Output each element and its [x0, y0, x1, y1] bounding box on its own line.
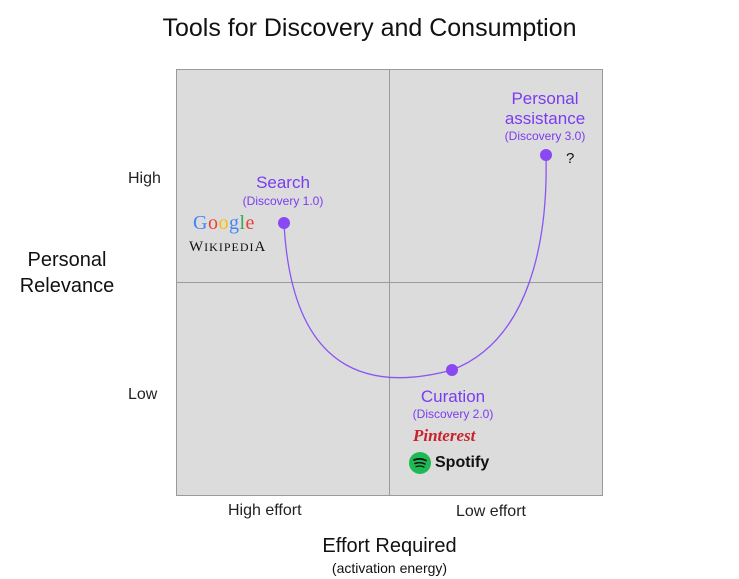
- search-sublabel: (Discovery 1.0): [242, 194, 324, 208]
- search-label: Search: [256, 173, 310, 192]
- point-personal-assistance: [540, 149, 552, 161]
- x-axis-sublabel: (activation energy): [331, 560, 448, 576]
- google-logo: Google: [193, 212, 255, 234]
- horizontal-divider: [176, 282, 603, 283]
- personal-assistance-line1: Personal: [511, 89, 579, 108]
- question-mark: ?: [566, 150, 575, 167]
- x-tick-low-effort: Low effort: [456, 503, 526, 520]
- curation-sublabel: (Discovery 2.0): [412, 407, 494, 421]
- x-tick-high-effort: High effort: [228, 502, 302, 519]
- personal-assistance-line2: assistance: [504, 109, 586, 128]
- point-search: [278, 217, 290, 229]
- spotify-logo: Spotify: [409, 452, 489, 474]
- y-axis-label: Personal Relevance: [0, 247, 134, 299]
- diagram-title: Tools for Discovery and Consumption: [162, 14, 577, 42]
- personal-assistance-label: Personal assistance: [490, 89, 600, 129]
- spotify-wordmark: Spotify: [435, 454, 490, 471]
- y-tick-high: High: [128, 170, 161, 187]
- point-curation: [446, 364, 458, 376]
- wikipedia-logo: WIKIPEDIA: [189, 239, 267, 255]
- spotify-icon: [409, 452, 431, 474]
- y-axis-label-line1: Personal: [27, 249, 107, 271]
- x-axis-label: Effort Required: [322, 535, 457, 557]
- pinterest-logo: Pinterest: [413, 426, 476, 445]
- personal-assistance-sublabel: (Discovery 3.0): [504, 129, 586, 143]
- y-tick-low: Low: [128, 386, 158, 403]
- y-axis-label-line2: Relevance: [19, 275, 115, 297]
- curation-label: Curation: [420, 387, 486, 406]
